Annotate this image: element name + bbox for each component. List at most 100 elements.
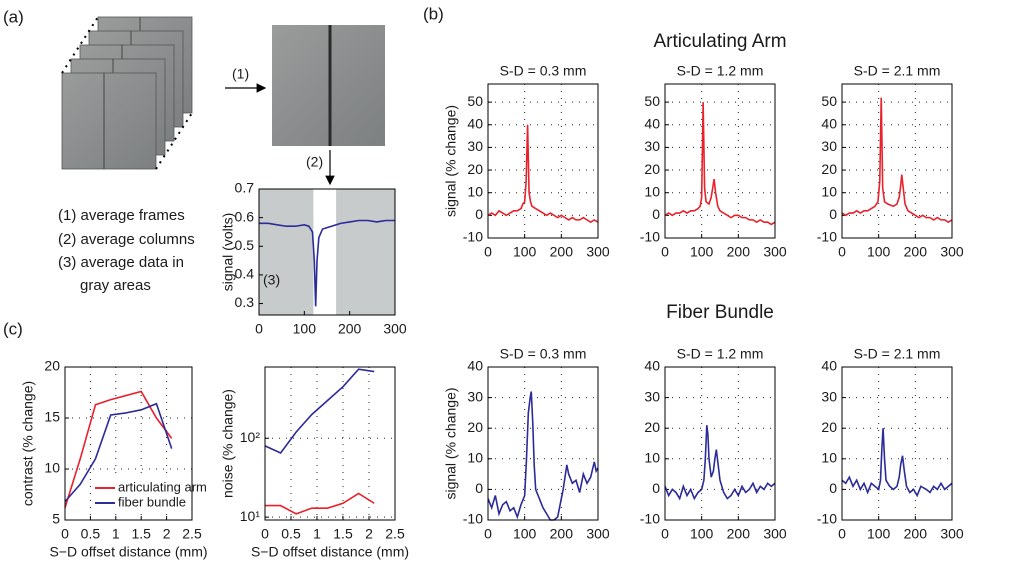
y-tick-label: 40 bbox=[644, 115, 660, 131]
data-line bbox=[64, 390, 173, 508]
plot-area bbox=[665, 84, 775, 238]
annotation: (3) bbox=[263, 272, 280, 288]
y-tick-label: -10 bbox=[640, 511, 660, 527]
plot-area bbox=[842, 367, 952, 520]
y-tick-label: 20 bbox=[644, 161, 660, 177]
x-tick-label: 0 bbox=[838, 526, 846, 542]
y-tick-label: 0.5 bbox=[235, 237, 255, 253]
step-label: (2) bbox=[306, 154, 323, 170]
y-tick-label: 0.4 bbox=[235, 266, 255, 282]
plot-area bbox=[665, 367, 775, 520]
y-tick-label: 0 bbox=[652, 480, 660, 496]
y-tick-label: 20 bbox=[44, 358, 60, 374]
y-tick-label: 20 bbox=[821, 419, 837, 435]
frame-stack bbox=[61, 16, 193, 170]
x-tick-label: 0 bbox=[261, 526, 269, 542]
data-line bbox=[265, 492, 375, 515]
y-tick-label: 30 bbox=[467, 388, 483, 404]
plot-frame bbox=[258, 188, 396, 316]
x-tick-label: 100 bbox=[867, 244, 891, 260]
x-tick-label: 100 bbox=[513, 526, 537, 542]
x-tick-label: 300 bbox=[763, 244, 787, 260]
plot-frame bbox=[664, 83, 776, 239]
note: gray areas bbox=[80, 277, 151, 294]
data-line bbox=[487, 124, 599, 224]
y-tick-label: 50 bbox=[821, 93, 837, 109]
x-tick-label: 100 bbox=[867, 526, 891, 542]
x-tick-label: 0 bbox=[484, 244, 492, 260]
y-tick-label: 10 bbox=[644, 450, 660, 466]
x-axis-label: S−D offset distance (mm) bbox=[49, 544, 207, 560]
x-tick-label: 100 bbox=[690, 526, 714, 542]
y-tick-label: 30 bbox=[821, 388, 837, 404]
legend-label: articulating arm bbox=[118, 479, 207, 494]
y-tick-label: 10 bbox=[821, 450, 837, 466]
shaded-region bbox=[336, 189, 395, 315]
plot-frame bbox=[841, 366, 953, 521]
y-tick-label: 10 bbox=[44, 460, 60, 476]
data-line bbox=[487, 391, 599, 521]
y-tick-label: 10 bbox=[467, 450, 483, 466]
chart-title: S-D = 2.1 mm bbox=[854, 346, 941, 362]
y-tick-label: 15 bbox=[44, 409, 60, 425]
note: (1) average frames bbox=[58, 207, 185, 224]
plot-area bbox=[842, 84, 952, 238]
y-tick-label: 0 bbox=[829, 206, 837, 222]
plot-frame bbox=[487, 366, 599, 521]
x-tick-label: 100 bbox=[513, 244, 537, 260]
y-tick-label: -10 bbox=[463, 511, 483, 527]
legend-box bbox=[93, 478, 189, 514]
x-tick-label: 100 bbox=[293, 321, 317, 337]
y-tick-label: 50 bbox=[467, 93, 483, 109]
y-tick-label: 0 bbox=[475, 206, 483, 222]
plot-frame bbox=[264, 366, 396, 521]
y-tick-label: 0 bbox=[829, 480, 837, 496]
note: (3) average data in bbox=[58, 254, 184, 271]
x-tick-label: 0 bbox=[61, 526, 69, 542]
data-line bbox=[664, 102, 776, 226]
step-label: (1) bbox=[232, 66, 249, 82]
x-tick-label: 300 bbox=[763, 526, 787, 542]
y-tick-label: 0.3 bbox=[235, 294, 255, 310]
y-axis-label: noise (% change) bbox=[220, 389, 236, 498]
panel-label: (b) bbox=[423, 4, 444, 23]
y-tick-label: -10 bbox=[817, 229, 837, 245]
plot-frame bbox=[664, 366, 776, 521]
data-line bbox=[264, 368, 375, 455]
chart-title: S-D = 2.1 mm bbox=[854, 63, 941, 79]
y-tick-label: 0 bbox=[475, 480, 483, 496]
x-tick-label: 0 bbox=[661, 244, 669, 260]
x-tick-label: 1 bbox=[313, 526, 321, 542]
chart-title: S-D = 1.2 mm bbox=[677, 63, 764, 79]
y-axis-label: signal (volts) bbox=[220, 213, 236, 292]
panel-label: (a) bbox=[3, 7, 24, 26]
x-tick-label: 0.5 bbox=[81, 526, 101, 542]
y-tick-label: 0 bbox=[652, 206, 660, 222]
y-axis-label: signal (% change) bbox=[443, 105, 459, 217]
x-tick-label: 2 bbox=[365, 526, 373, 542]
y-axis-label: contrast (% change) bbox=[20, 381, 36, 506]
x-tick-label: 2.5 bbox=[385, 526, 405, 542]
y-tick-label: 30 bbox=[644, 388, 660, 404]
x-tick-label: 300 bbox=[586, 526, 610, 542]
panel-label: (c) bbox=[3, 319, 23, 338]
plot-frame bbox=[487, 83, 599, 239]
plot-frame bbox=[64, 366, 193, 521]
x-tick-label: 300 bbox=[586, 244, 610, 260]
data-line bbox=[664, 425, 776, 501]
plot-frame bbox=[841, 83, 953, 239]
y-tick-label: 50 bbox=[644, 93, 660, 109]
y-tick-label: 20 bbox=[467, 419, 483, 435]
x-tick-label: 200 bbox=[904, 244, 928, 260]
x-tick-label: 2.5 bbox=[182, 526, 202, 542]
note: (2) average columns bbox=[58, 231, 195, 248]
x-tick-label: 2 bbox=[163, 526, 171, 542]
x-tick-label: 200 bbox=[550, 244, 574, 260]
x-tick-label: 0 bbox=[661, 526, 669, 542]
chart-title: S-D = 0.3 mm bbox=[500, 63, 587, 79]
data-line bbox=[841, 97, 953, 224]
legend-label: fiber bundle bbox=[118, 494, 186, 509]
y-tick-label: 30 bbox=[821, 138, 837, 154]
x-tick-label: 1 bbox=[112, 526, 120, 542]
y-tick-label: 20 bbox=[467, 161, 483, 177]
